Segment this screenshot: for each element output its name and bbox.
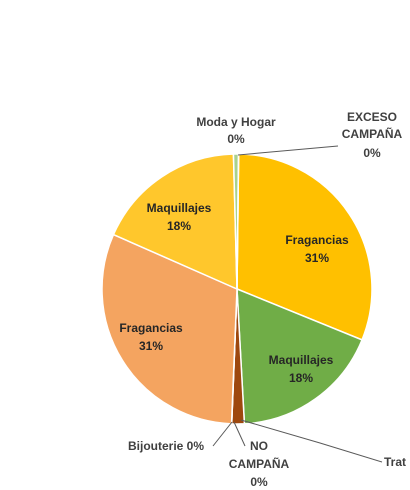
leader-line-exceso: [237, 145, 339, 156]
leader-line-no-campana: [233, 421, 246, 447]
label-maquillajes-2-pct: 18%: [167, 219, 191, 233]
label-exceso-pct: 0%: [363, 146, 381, 160]
label-maquillajes-1: Maquillajes: [269, 353, 334, 367]
label-maquillajes-1-pct: 18%: [289, 371, 313, 385]
pie-slice-6: [112, 153, 238, 291]
label-no-campana-line1: NO: [250, 439, 268, 453]
leader-line-bijouterie: [212, 421, 233, 447]
label-maquillajes-2: Maquillajes: [147, 201, 212, 215]
label-moda-hogar: Moda y Hogar: [196, 115, 276, 129]
label-fragancias-1-pct: 31%: [305, 251, 329, 265]
label-no-campana-pct: 0%: [250, 475, 268, 489]
label-moda-hogar-pct: 0%: [227, 132, 245, 146]
label-exceso-line1: EXCESO: [347, 110, 397, 124]
pie-slice-5: [101, 233, 238, 425]
pie-slices: [101, 153, 373, 425]
pie-slice-1: [236, 287, 364, 425]
label-bijouterie: Bijouterie 0%: [128, 439, 204, 453]
leader-lines: [212, 145, 383, 463]
label-trat: Trat: [384, 455, 406, 469]
pie-slice-8: [236, 153, 240, 290]
label-exceso-line2: CAMPAÑA: [342, 126, 403, 141]
leader-line-trat: [240, 419, 383, 463]
label-fragancias-2-pct: 31%: [139, 339, 163, 353]
pie-slice-0: [236, 153, 373, 341]
label-fragancias-2: Fragancias: [119, 321, 183, 335]
label-fragancias-1: Fragancias: [285, 233, 349, 247]
label-no-campana-line2: CAMPAÑA: [229, 456, 290, 471]
